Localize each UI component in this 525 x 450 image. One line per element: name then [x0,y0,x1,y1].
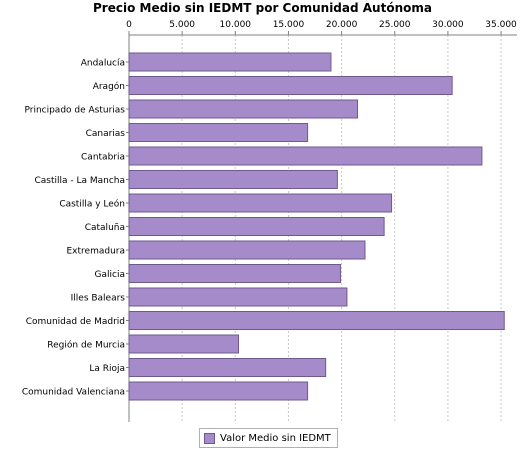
bar [128,76,453,95]
bar [128,52,332,72]
x-tick-label: 15.000 [273,20,305,30]
category-label: Extremadura [67,247,126,257]
x-tick-label: 0 [126,20,132,30]
legend: Valor Medio sin IEDMT [199,428,338,448]
category-label: Canarias [86,129,126,139]
bar [128,170,338,189]
bar [128,123,309,142]
x-tick-label: 25.000 [379,20,411,30]
category-label: Principado de Asturias [24,106,125,116]
chart-title: Precio Medio sin IEDMT por Comunidad Aut… [93,1,432,15]
bar [128,217,385,236]
category-label: Illes Balears [71,294,126,304]
bar [128,264,342,283]
bar [128,287,348,307]
x-tick-label: 5.000 [169,20,195,30]
x-tick-label: 35.000 [485,20,517,30]
category-label: Comunidad de Madrid [26,317,125,327]
category-label: Cantabria [81,153,125,163]
category-label: Castilla - La Mancha [34,176,125,186]
bar [128,334,239,354]
bar [128,146,483,166]
category-label: Comunidad Valenciana [22,388,125,398]
category-label: La Rioja [89,364,125,374]
bar [128,381,309,401]
category-label: Andalucía [81,59,125,69]
x-tick-label: 30.000 [432,20,464,30]
category-label: Galicia [95,270,125,280]
bar [128,99,359,119]
bar [128,240,366,260]
bar [128,311,505,330]
category-label: Aragón [93,81,125,92]
category-label: Castilla y León [59,199,125,210]
bar [128,193,393,213]
category-label: Región de Murcia [47,340,125,351]
legend-label: Valor Medio sin IEDMT [220,432,331,444]
category-label: Cataluña [85,223,125,233]
x-tick-label: 20.000 [326,20,358,30]
legend-swatch [204,432,215,444]
x-tick-label: 10.000 [220,20,252,30]
bar [128,358,327,377]
